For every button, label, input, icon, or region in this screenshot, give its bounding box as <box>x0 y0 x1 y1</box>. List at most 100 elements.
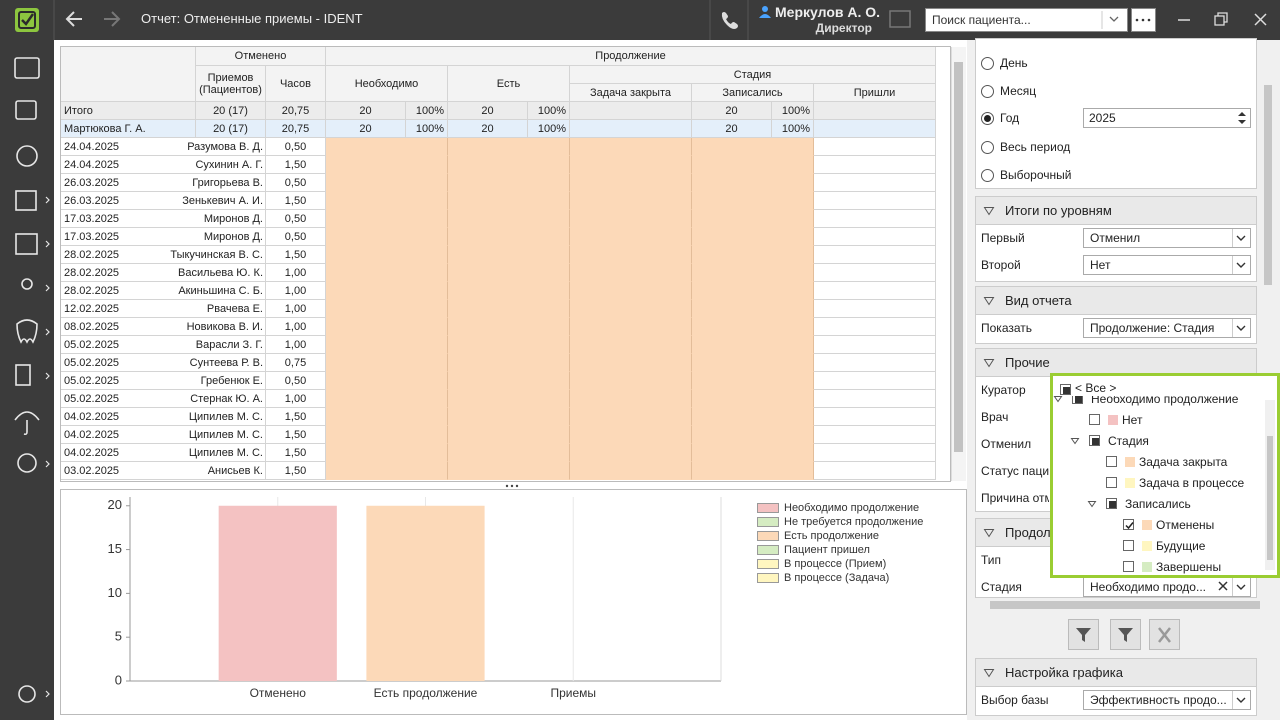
status-cell <box>326 174 448 192</box>
status-cell <box>326 156 448 174</box>
empty-cell <box>814 228 936 246</box>
combo-button[interactable] <box>1232 578 1250 596</box>
totals-cell: 20 <box>692 102 772 120</box>
checkbox[interactable] <box>1089 414 1100 425</box>
combo-button[interactable] <box>1232 319 1250 337</box>
radio[interactable] <box>981 85 994 98</box>
legend-label: В процессе (Задача) <box>784 572 889 584</box>
section-title: Вид отчета <box>1005 293 1072 308</box>
all-label: < Все > <box>1075 381 1117 395</box>
checkbox[interactable] <box>1123 540 1134 551</box>
radio[interactable] <box>981 141 994 154</box>
row-hours: 1,50 <box>266 156 326 174</box>
status-cell <box>570 246 692 264</box>
checkbox[interactable] <box>1123 519 1134 530</box>
add-filter-button[interactable] <box>1068 619 1099 650</box>
checkbox[interactable] <box>1072 396 1083 404</box>
tree-item-label[interactable]: Завершены <box>1156 560 1222 574</box>
totals-cell: 20,75 <box>266 120 326 138</box>
checkbox[interactable] <box>1060 384 1071 395</box>
tree-item-label[interactable]: Стадия <box>1108 434 1149 448</box>
status-cell <box>326 210 448 228</box>
status-cell <box>692 246 814 264</box>
radio[interactable] <box>981 169 994 182</box>
clear-filter-button-icon <box>1118 628 1133 642</box>
row-date: 04.02.2025 <box>64 429 120 441</box>
section-header[interactable] <box>975 286 1257 315</box>
combo-value: Нет <box>1090 258 1111 272</box>
row-date: 05.02.2025 <box>64 339 120 351</box>
checkbox[interactable] <box>1089 435 1100 446</box>
radio[interactable] <box>981 57 994 70</box>
combo-button[interactable] <box>1232 229 1250 247</box>
empty-cell <box>814 462 936 480</box>
checkbox[interactable] <box>1106 456 1117 467</box>
field-label: Врач <box>981 410 1009 424</box>
search-placeholder: Поиск пациента... <box>932 13 1031 27</box>
radio-label: Месяц <box>1000 84 1037 98</box>
tree-item-label[interactable]: Будущие <box>1156 539 1206 553</box>
section-header[interactable] <box>975 196 1257 225</box>
status-cell <box>692 300 814 318</box>
field-label: Тип <box>981 553 1002 567</box>
tree-item-label[interactable]: Необходимо продолжение <box>1091 396 1239 406</box>
row-label-cell: 04.02.2025 Ципилев М. С. <box>61 444 266 462</box>
status-cell <box>570 138 692 156</box>
column-header: Необходимо <box>326 66 448 102</box>
reset-button-icon <box>1158 627 1171 643</box>
row-name: Ципилев М. С. <box>188 411 263 423</box>
combo-box[interactable]: Эффективность продо... <box>1083 690 1251 710</box>
combo-box[interactable]: Необходимо продо... <box>1083 577 1251 597</box>
row-hours: 1,50 <box>266 246 326 264</box>
status-cell <box>448 408 570 426</box>
row-hours: 1,00 <box>266 336 326 354</box>
section-header[interactable] <box>975 348 1257 377</box>
tree-item-label[interactable]: Записались <box>1125 497 1191 511</box>
section-header[interactable] <box>975 658 1257 687</box>
window-title: Отчет: Отмененные приемы - IDENT <box>141 11 363 26</box>
checkbox[interactable] <box>1123 561 1134 572</box>
row-date: 04.02.2025 <box>64 411 120 423</box>
expander <box>1070 438 1080 445</box>
tree-item-label[interactable]: Задача в процессе <box>1139 476 1245 490</box>
totals-cell: 20,75 <box>266 102 326 120</box>
row-name: Новикова В. И. <box>186 321 263 333</box>
totals-cell: 20 <box>448 102 528 120</box>
tree-item-label[interactable]: Нет <box>1122 413 1143 427</box>
status-swatch <box>1142 541 1152 551</box>
combo-box[interactable]: Продолжение: Стадия <box>1083 318 1251 338</box>
totals-cell: 100% <box>406 120 448 138</box>
status-cell <box>570 318 692 336</box>
year-spinner[interactable]: 2025 <box>1083 108 1251 128</box>
status-cell <box>326 462 448 480</box>
x-tick-label: Приемы <box>550 686 596 700</box>
section-title: Продол <box>1005 525 1051 540</box>
combo-button[interactable] <box>1232 691 1250 709</box>
user-name[interactable]: Меркулов А. О. <box>775 4 881 20</box>
collapse-toggle <box>983 529 995 538</box>
checkbox[interactable] <box>1106 498 1117 509</box>
checkbox[interactable] <box>1106 477 1117 488</box>
column-header: Отменено <box>196 47 326 66</box>
column-header: Продолжение <box>326 47 936 66</box>
status-cell <box>692 228 814 246</box>
header-corner <box>61 47 196 102</box>
totals-cell: 100% <box>772 120 814 138</box>
status-cell <box>448 354 570 372</box>
row-label-cell: 28.02.2025 Васильева Ю. К. <box>61 264 266 282</box>
combo-box[interactable]: Нет <box>1083 255 1251 275</box>
row-name: Зенькевич А. И. <box>182 195 263 207</box>
combo-box[interactable]: Отменил <box>1083 228 1251 248</box>
checkbox-partial <box>1075 396 1082 403</box>
combo-value: Отменил <box>1090 231 1141 245</box>
legend-label: Есть продолжение <box>784 530 879 542</box>
column-header: Записались <box>692 84 814 102</box>
tree-item-label[interactable]: Задача закрыта <box>1139 455 1228 469</box>
tree-item-label[interactable]: Отменены <box>1156 518 1215 532</box>
status-cell <box>692 390 814 408</box>
legend-label: Необходимо продолжение <box>784 502 919 514</box>
funnel <box>1118 628 1133 642</box>
empty-cell <box>814 390 936 408</box>
combo-button[interactable] <box>1232 256 1250 274</box>
